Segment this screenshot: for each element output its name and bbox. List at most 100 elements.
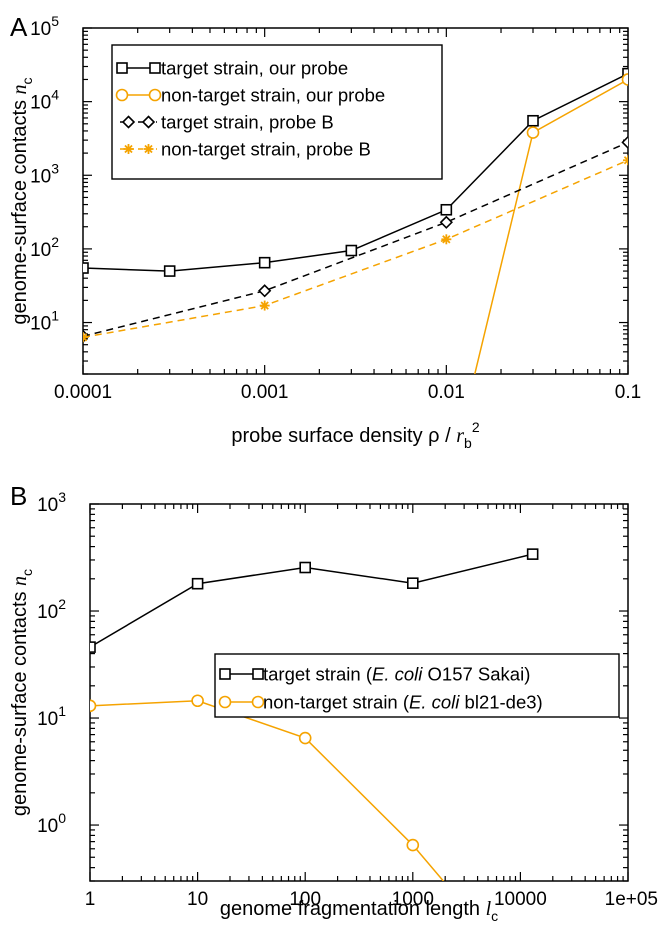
- y-tick-exponent: 1: [58, 703, 66, 719]
- y-axis-label-var: n: [9, 84, 31, 94]
- legend-label-part: non-target strain (: [263, 692, 410, 713]
- legend-entry: non-target strain (E. coli bl21-de3): [218, 692, 543, 713]
- panel-label: B: [10, 481, 27, 511]
- data-point: [406, 838, 420, 852]
- plot-area: [83, 67, 628, 374]
- x-tick-label: 1000: [392, 889, 434, 910]
- data-point: [526, 126, 540, 139]
- series-line: [83, 141, 628, 338]
- data-point: [526, 548, 539, 560]
- data-point: [623, 155, 628, 166]
- y-tick-exponent: 2: [51, 234, 59, 250]
- legend-label-part: E. coli: [409, 692, 460, 713]
- series-line: [83, 159, 628, 339]
- legend-marker: [252, 668, 264, 680]
- legend-entry: target strain, our probe: [116, 58, 348, 79]
- legend-marker: [141, 115, 156, 129]
- data-point: [258, 284, 272, 298]
- legend-label-text: non-target strain, probe B: [161, 139, 371, 160]
- y-tick-exponent: 2: [58, 596, 66, 612]
- legend-label-part: E. coli: [372, 664, 423, 685]
- data-point: [259, 300, 270, 311]
- x-axis-label-var: l: [486, 898, 492, 920]
- legend-entry: non-target strain, our probe: [115, 85, 385, 106]
- legend-entry: non-target strain, probe B: [120, 139, 371, 160]
- x-axis-label-sub: c: [491, 908, 498, 924]
- x-axis-label-main: genome fragmentation length: [220, 898, 486, 920]
- legend-label: non-target strain, our probe: [161, 85, 385, 106]
- y-tick-exponent: 3: [51, 160, 59, 176]
- x-axis-label-sub: b: [464, 435, 472, 451]
- series-line: [90, 553, 533, 648]
- y-axis-label-var: n: [9, 576, 31, 586]
- x-tick-label: 1e+05: [605, 889, 658, 910]
- legend-label: non-target strain (E. coli bl21-de3): [263, 692, 543, 713]
- legend-label: target strain, probe B: [161, 112, 334, 133]
- legend-marker: [116, 62, 128, 74]
- y-tick-mantissa: 10: [30, 93, 51, 114]
- data-point: [191, 694, 204, 708]
- y-tick-mantissa: 10: [37, 816, 58, 837]
- y-axis-label: genome-surface contacts nc: [9, 569, 35, 816]
- x-tick-label: 10: [187, 889, 208, 910]
- legend-label: target strain, our probe: [161, 58, 348, 79]
- series-line: [90, 700, 445, 881]
- y-tick-exponent: 4: [51, 87, 59, 103]
- y-axis-label-sub: c: [19, 569, 35, 576]
- data-point: [621, 73, 628, 86]
- legend-marker: [219, 668, 231, 680]
- plot-frame: [89, 503, 629, 882]
- panel-label: A: [10, 12, 28, 42]
- legend-label-text: target strain, probe B: [161, 112, 334, 133]
- x-axis-label-var: r: [456, 425, 464, 447]
- y-tick-exponent: 1: [51, 308, 59, 324]
- y-tick-mantissa: 10: [30, 166, 51, 187]
- plot-frame: [82, 27, 629, 375]
- y-axis-label-sub: c: [19, 77, 35, 84]
- data-point: [163, 265, 176, 277]
- legend-entry: target strain (E. coli O157 Sakai): [219, 664, 530, 685]
- y-tick-label: 102: [30, 234, 59, 261]
- legend-label: non-target strain, probe B: [161, 139, 371, 160]
- x-tick-label: 0.01: [428, 382, 465, 403]
- y-tick-label: 103: [30, 160, 59, 187]
- y-tick-label: 101: [37, 703, 66, 730]
- series-4: [83, 155, 628, 343]
- x-tick-label: 0.0001: [54, 382, 112, 403]
- y-axis-label: genome-surface contacts nc: [9, 77, 35, 324]
- y-tick-mantissa: 10: [37, 495, 58, 516]
- y-tick-label: 101: [30, 308, 59, 335]
- data-point: [191, 577, 204, 590]
- legend-box: [214, 653, 620, 718]
- y-tick-exponent: 5: [51, 13, 59, 29]
- panel-a-chart: A0.0001 0.001 0.01 0.1101102103104105probe …: [9, 12, 641, 451]
- legend-label: target strain (E. coli O157 Sakai): [263, 664, 530, 685]
- y-tick-mantissa: 10: [30, 240, 51, 261]
- legend-box: [111, 44, 443, 180]
- data-point: [83, 332, 88, 343]
- x-tick-label: 0.1: [615, 382, 641, 403]
- legend-marker: [115, 88, 129, 102]
- legend-label-part: O157 Sakai): [422, 664, 530, 685]
- series-2: [474, 73, 628, 374]
- y-axis-label-main: genome-surface contacts: [9, 94, 31, 324]
- data-point: [621, 135, 628, 149]
- data-point: [90, 641, 96, 653]
- x-tick-label: 0.001: [241, 382, 289, 403]
- series-2: [90, 694, 445, 881]
- y-tick-label: 105: [30, 13, 59, 40]
- legend-marker: [121, 115, 136, 129]
- data-point: [622, 67, 628, 80]
- data-point: [83, 262, 89, 274]
- y-tick-mantissa: 10: [30, 19, 51, 40]
- legend-marker: [218, 695, 232, 709]
- x-tick-label: 10000: [494, 889, 547, 910]
- data-point: [439, 215, 453, 229]
- legend-marker: [148, 88, 162, 102]
- data-point: [299, 561, 312, 574]
- legend-label-part: target strain (: [263, 664, 373, 685]
- x-axis-label: probe surface density ρ / rb2: [231, 419, 479, 451]
- legend-label-part: bl21-de3): [459, 692, 542, 713]
- legend-marker: [251, 695, 265, 709]
